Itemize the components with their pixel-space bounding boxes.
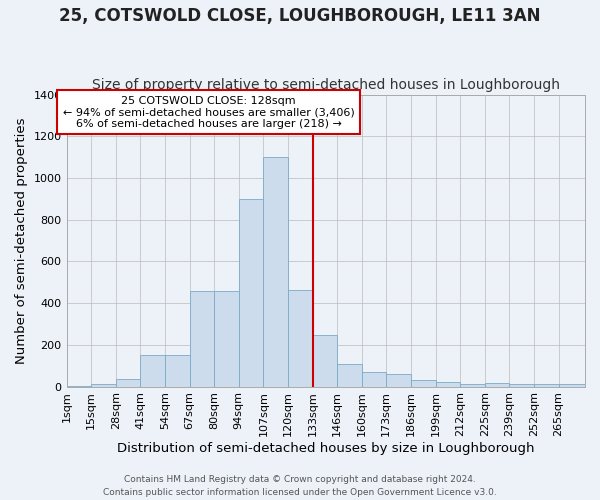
Text: Contains HM Land Registry data © Crown copyright and database right 2024.
Contai: Contains HM Land Registry data © Crown c… xyxy=(103,476,497,497)
Y-axis label: Number of semi-detached properties: Number of semi-detached properties xyxy=(15,118,28,364)
Bar xyxy=(263,157,288,386)
Bar xyxy=(91,384,116,386)
X-axis label: Distribution of semi-detached houses by size in Loughborough: Distribution of semi-detached houses by … xyxy=(117,442,535,455)
Text: 25 COTSWOLD CLOSE: 128sqm
← 94% of semi-detached houses are smaller (3,406)
6% o: 25 COTSWOLD CLOSE: 128sqm ← 94% of semi-… xyxy=(62,96,355,129)
Bar xyxy=(214,290,239,386)
Bar xyxy=(509,384,534,386)
Title: Size of property relative to semi-detached houses in Loughborough: Size of property relative to semi-detach… xyxy=(92,78,560,92)
Bar xyxy=(485,384,509,386)
Bar xyxy=(386,374,411,386)
Bar xyxy=(288,290,313,386)
Bar xyxy=(436,382,460,386)
Bar xyxy=(140,356,165,386)
Bar xyxy=(239,199,263,386)
Bar xyxy=(190,290,214,386)
Bar xyxy=(337,364,362,386)
Bar xyxy=(534,384,559,386)
Bar xyxy=(165,356,190,386)
Bar xyxy=(559,384,585,386)
Bar xyxy=(116,380,140,386)
Bar xyxy=(460,384,485,386)
Bar xyxy=(362,372,386,386)
Text: 25, COTSWOLD CLOSE, LOUGHBOROUGH, LE11 3AN: 25, COTSWOLD CLOSE, LOUGHBOROUGH, LE11 3… xyxy=(59,8,541,26)
Bar xyxy=(313,336,337,386)
Bar xyxy=(411,380,436,386)
